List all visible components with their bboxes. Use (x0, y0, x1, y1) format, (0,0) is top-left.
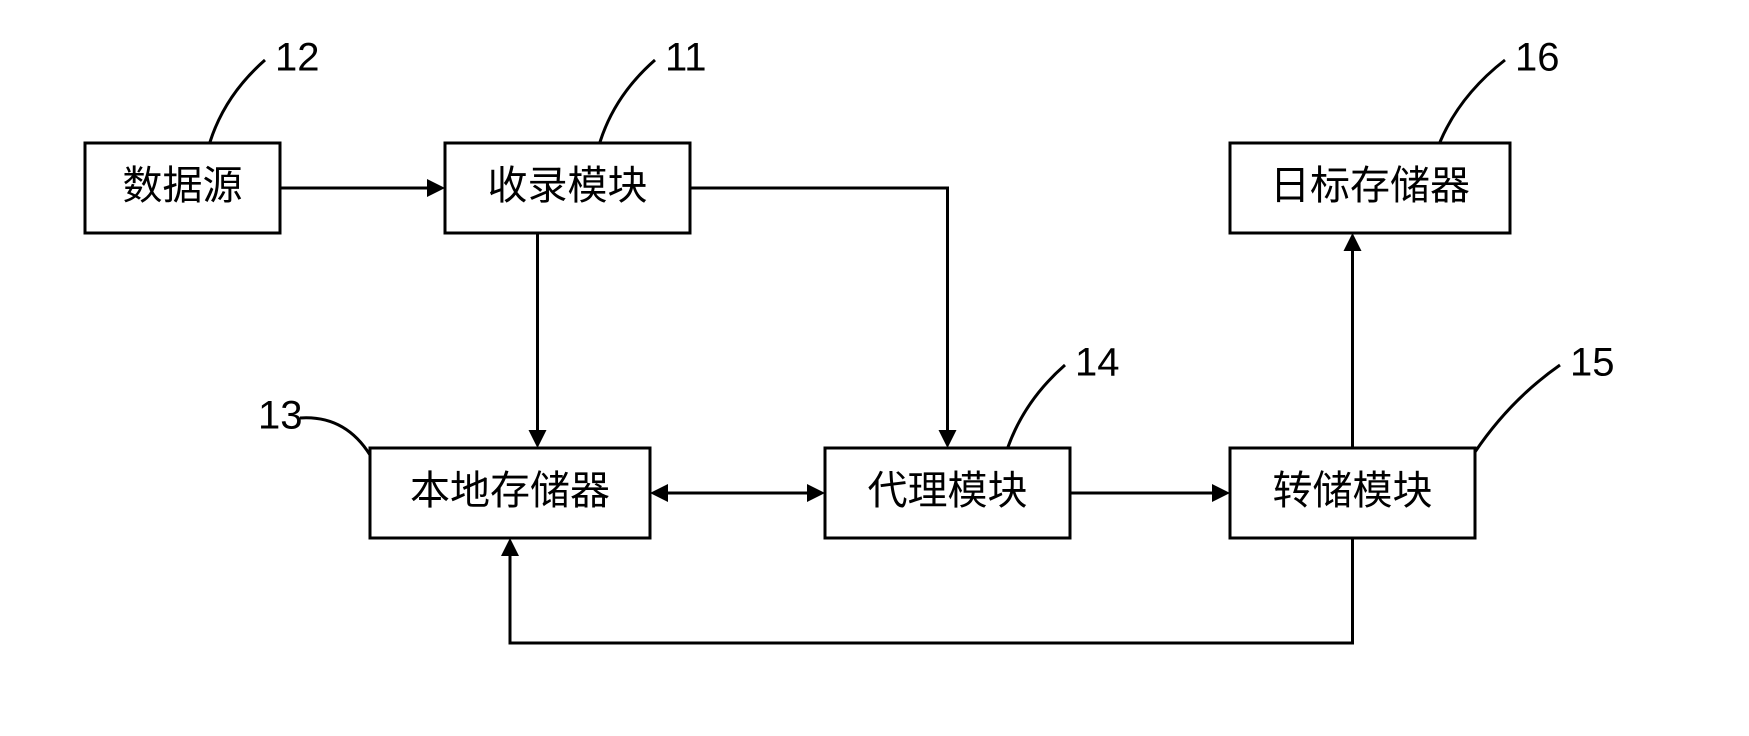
node-label-dump: 转储模块 (1273, 468, 1433, 513)
node-label-local_store: 本地存储器 (410, 468, 610, 513)
callout-target_store: 16 (1440, 36, 1560, 142)
callout-data_source: 12 (210, 36, 320, 142)
callout-num-ingest: 11 (665, 36, 707, 80)
node-label-ingest: 收录模块 (488, 163, 648, 208)
callout-ingest: 11 (600, 36, 707, 142)
callout-num-data_source: 12 (275, 36, 320, 80)
node-label-target_store: 日标存储器 (1270, 163, 1470, 208)
diagram-canvas: 数据源 收录模块本地存储器 代理模块 转储模块 日标存储器 12 11 13 14 15 16 (0, 0, 1749, 736)
node-target_store: 日标存储器 (1230, 143, 1510, 233)
callout-num-local_store: 13 (258, 394, 303, 438)
node-label-data_source: 数据源 (123, 163, 243, 208)
callout-agent: 14 (1008, 341, 1120, 447)
node-agent: 代理模块 (825, 448, 1070, 538)
node-local_store: 本地存储器 (370, 448, 650, 538)
callout-num-target_store: 16 (1515, 36, 1560, 80)
callout-dump: 15 (1475, 341, 1615, 452)
callout-num-agent: 14 (1075, 341, 1120, 385)
node-label-agent: 代理模块 (868, 468, 1028, 513)
callout-local_store: 13 (258, 394, 370, 455)
node-data_source: 数据源 (85, 143, 280, 233)
node-ingest: 收录模块 (445, 143, 690, 233)
callout-num-dump: 15 (1570, 341, 1615, 385)
node-dump: 转储模块 (1230, 448, 1475, 538)
